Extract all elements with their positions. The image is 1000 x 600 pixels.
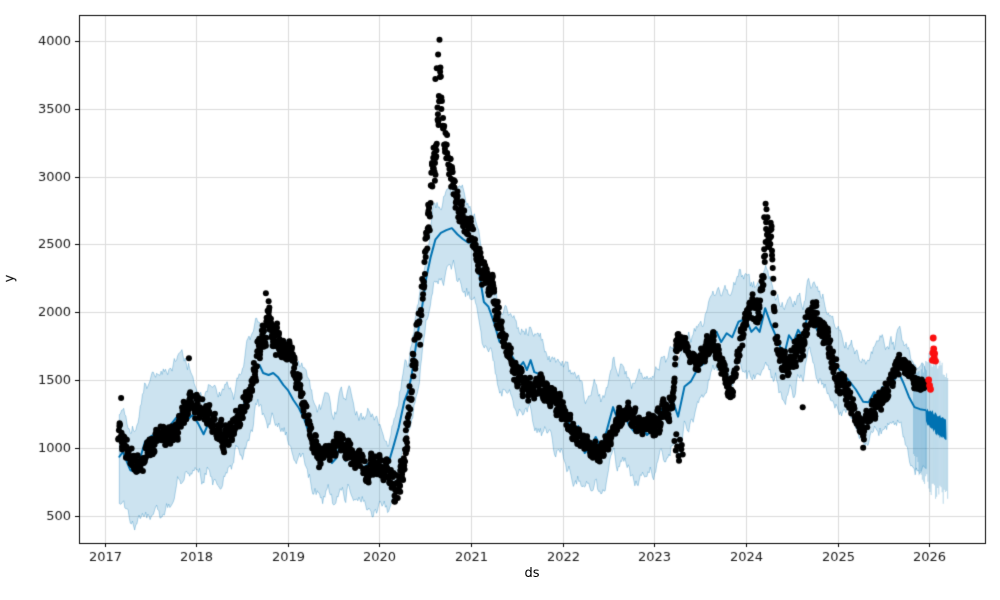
y-axis-title: y: [2, 274, 18, 283]
x-axis-title: ds: [524, 566, 540, 581]
